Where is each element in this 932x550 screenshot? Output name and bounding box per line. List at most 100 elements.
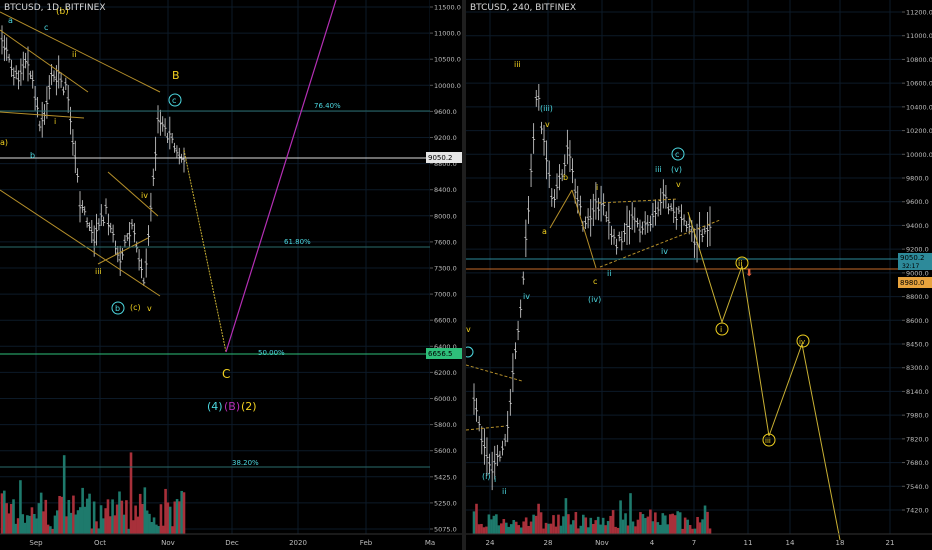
volume-bar (624, 513, 627, 534)
volume-bar (28, 515, 31, 534)
volume-bar (182, 492, 186, 534)
time-tick-label: 24 (486, 539, 495, 547)
price-tick-label: 6400.0 (434, 343, 457, 351)
price-tick-label: 8450.0 (906, 341, 929, 349)
price-tick-label: 11500.0 (434, 4, 461, 12)
volume-bar (577, 528, 580, 534)
right-chart-svg[interactable]: ⬇ v iii (iii) v b a iv i c ii (iv) iii c… (466, 0, 932, 550)
volume-bar (547, 523, 550, 534)
volume-bar (663, 515, 667, 534)
price-tick-label: 9600.0 (434, 108, 457, 116)
price-tick-label: 11200.0 (906, 9, 932, 17)
volume-bar (150, 522, 154, 534)
wave-label-c: c (44, 23, 48, 32)
volume-bar (143, 487, 147, 534)
volume-bar (7, 513, 11, 534)
wave-label-v: v (545, 120, 550, 129)
volume-bar (85, 498, 89, 534)
price-tick-label: 8140.0 (906, 388, 929, 396)
volume-bar (157, 526, 160, 534)
volume-bar (527, 525, 530, 534)
volume-bar (517, 525, 521, 534)
volume-bar (634, 526, 637, 534)
volume-bar (678, 512, 682, 534)
volume-bar (480, 523, 483, 534)
price-tick-label: 6000.0 (434, 395, 457, 403)
volume-bar (46, 524, 50, 534)
volume-bar (115, 504, 119, 534)
price-tick-label: 6600.0 (434, 317, 457, 325)
volume-bar (490, 519, 493, 534)
candles (0, 25, 186, 286)
volume-bar (0, 493, 4, 534)
volume-bar (564, 498, 568, 534)
trend-lines (466, 198, 721, 431)
channel-lines (0, 11, 161, 297)
price-axis-bg[interactable] (430, 0, 462, 534)
volume-bar (487, 514, 491, 534)
wave-circle-edge (466, 346, 474, 358)
wave-label-a: a (8, 16, 13, 25)
price-tick-label: 6200.0 (434, 369, 457, 377)
wave-label-2: (2) (241, 400, 257, 413)
price-tick-label: 9400.0 (906, 222, 929, 230)
price-tick-label: 8400.0 (434, 186, 457, 194)
wave-label-b-top: (b) (56, 7, 69, 17)
fib-label-500: 50.00% (258, 349, 285, 357)
left-chart-pane[interactable]: 76.40% 61.80% 50.00% 38.20% a c b (b) a)… (0, 0, 462, 550)
projection-down (183, 149, 227, 353)
level-price-tag (426, 348, 462, 359)
price-axis[interactable]: 11200.0 11000.0 10800.0 10600.0 10400.0 10200… (902, 9, 932, 515)
proj-circle-iii (762, 433, 776, 447)
wave-label-iv: iv (523, 292, 530, 301)
proj-label-i: i (720, 325, 722, 334)
right-chart-pane[interactable]: ⬇ v iii (iii) v b a iv i c ii (iv) iii c… (466, 0, 932, 550)
price-tick-label: 8800.0 (906, 293, 929, 301)
volume-bar (164, 488, 167, 534)
price-tick-label: 5600.0 (434, 447, 457, 455)
volume-bar (708, 528, 712, 534)
volume-bar (104, 508, 107, 534)
time-axis[interactable]: 24 28 Nov 4 7 11 14 18 21 (486, 539, 895, 547)
wave-label-a: a (542, 227, 547, 236)
volume-bar (32, 513, 36, 534)
fib-label-618: 61.80% (284, 238, 311, 246)
volume-bar (512, 519, 516, 534)
volume-bar (514, 521, 518, 534)
price-tick-label: 10500.0 (434, 56, 461, 64)
volume-bar (92, 501, 96, 534)
time-axis[interactable]: Sep Oct Nov Dec 2020 Feb Ma (29, 539, 435, 547)
volume-bar (69, 512, 73, 534)
pane-divider[interactable] (462, 0, 466, 550)
wave-label-b: b (563, 173, 568, 182)
volume-bar (676, 511, 680, 534)
volume-bar (122, 514, 126, 534)
time-tick-label: 4 (650, 539, 655, 547)
left-chart-header: BTCUSD, 1D, BITFINEX (4, 3, 106, 13)
left-chart-svg[interactable]: 76.40% 61.80% 50.00% 38.20% a c b (b) a)… (0, 0, 462, 550)
volume-bar (3, 490, 6, 534)
fib-label-764: 76.40% (314, 102, 341, 110)
wave-label-c-paren: (c) (130, 303, 141, 312)
price-tick-label: 5425.0 (434, 473, 457, 481)
volume-bar (537, 503, 540, 534)
volume-bar (97, 528, 101, 534)
volume-bar (106, 499, 110, 534)
price-tick-label: 10000.0 (434, 82, 461, 90)
volume-bar (19, 480, 22, 534)
volume-bar (30, 507, 34, 534)
volume-bar (703, 505, 707, 534)
right-chart-header: BTCUSD, 240, BITFINEX (470, 3, 577, 13)
volume-bar (497, 525, 501, 534)
price-axis[interactable]: 11500.0 11000.0 10500.0 10000.0 9600.0 9200.0… (430, 4, 461, 534)
price-tick-label: 11000.0 (434, 30, 461, 38)
volume-bar (134, 505, 137, 534)
volume-bar (544, 522, 548, 534)
wave-label-c-circ: c (675, 150, 679, 159)
wave-label-iii-paren: (iii) (540, 104, 553, 113)
volume-bar (155, 524, 158, 534)
volume-bar (591, 523, 595, 534)
volume-bar (572, 520, 575, 534)
volume-bar (569, 524, 573, 534)
volume-bar (102, 518, 105, 534)
